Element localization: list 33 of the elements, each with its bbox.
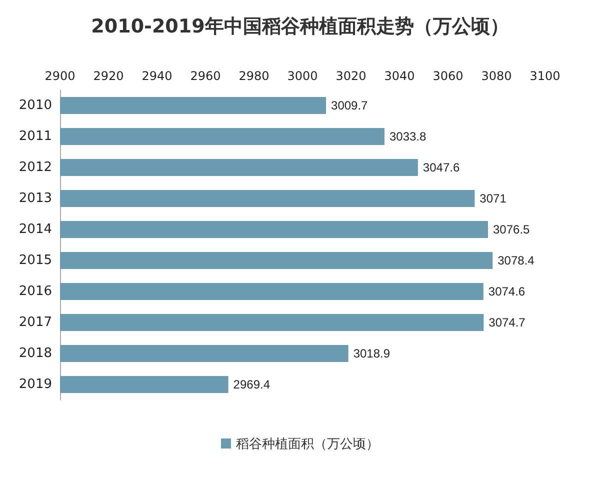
data-label: 3078.4 xyxy=(498,254,535,268)
y-tick-label: 2012 xyxy=(18,160,52,175)
y-tick-label: 2014 xyxy=(18,222,52,237)
x-tick-label: 2900 xyxy=(44,69,76,83)
y-tick-label: 2011 xyxy=(18,129,52,144)
x-tick-label: 3000 xyxy=(287,69,318,83)
y-tick-label: 2013 xyxy=(18,191,52,206)
x-tick-label: 2920 xyxy=(93,69,124,83)
data-label: 3076.5 xyxy=(493,222,530,236)
x-tick-label: 3100 xyxy=(530,69,560,83)
data-label: 3074.6 xyxy=(488,284,526,298)
data-label: 3047.6 xyxy=(422,160,460,174)
x-tick-label: 3060 xyxy=(432,69,464,83)
x-tick-label: 2960 xyxy=(190,69,221,83)
data-label: 3018.9 xyxy=(353,346,390,360)
data-label: 2969.4 xyxy=(233,378,270,392)
y-tick-label: 2015 xyxy=(18,253,52,268)
legend-label: 稻谷种植面积（万公顷） xyxy=(236,436,379,451)
chart-title: 2010-2019年中国稻谷种植面积走势（万公顷） xyxy=(91,16,509,38)
data-label: 3071 xyxy=(480,192,507,206)
x-tick-label: 3040 xyxy=(384,69,415,83)
y-tick-label: 2018 xyxy=(18,346,52,361)
y-tick-label: 2019 xyxy=(18,377,52,392)
x-tick-label: 3080 xyxy=(481,69,512,83)
y-tick-label: 2017 xyxy=(18,315,52,330)
x-tick-label: 2980 xyxy=(238,69,270,83)
data-label: 3033.8 xyxy=(389,130,426,144)
data-label: 3074.7 xyxy=(488,316,526,330)
y-tick-label: 2010 xyxy=(18,98,52,113)
x-tick-label: 2940 xyxy=(142,69,172,83)
y-tick-label: 2016 xyxy=(18,284,52,299)
x-tick-label: 3020 xyxy=(336,69,366,83)
data-label: 3009.7 xyxy=(331,98,368,112)
